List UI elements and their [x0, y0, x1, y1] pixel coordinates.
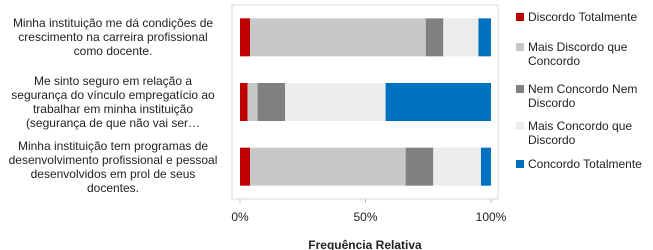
- bar-segment: [250, 147, 406, 186]
- legend-label: Mais Discordo que Concordo: [528, 40, 628, 68]
- legend-item: Nem Concordo Nem Discordo: [516, 82, 650, 110]
- legend-swatch: [516, 85, 524, 93]
- bar-segment: [443, 18, 479, 57]
- legend-swatch: [516, 43, 524, 51]
- bar-segment: [247, 83, 258, 121]
- legend-swatch: [516, 13, 524, 21]
- legend-swatch: [516, 122, 524, 130]
- bar-segment: [433, 147, 481, 186]
- x-tick-label: 50%: [353, 210, 377, 224]
- category-label: Minha instituição tem programas de desen…: [8, 138, 218, 195]
- legend-label: Mais Concordo que Discordo: [528, 119, 633, 147]
- category-label: Me sinto seguro em relação a segurança d…: [11, 74, 215, 130]
- bar-segment: [478, 18, 491, 57]
- bar-segment: [285, 83, 386, 121]
- bar-segment: [240, 83, 248, 121]
- bar-segment: [385, 83, 491, 121]
- x-tick-label: 100%: [476, 210, 507, 224]
- x-axis-title: Frequência Relativa: [308, 238, 422, 250]
- bar-segment: [240, 147, 251, 186]
- legend-swatch: [516, 160, 524, 168]
- legend-item: Mais Concordo que Discordo: [516, 119, 650, 147]
- x-tick-label: 0%: [231, 210, 249, 224]
- legend-label: Discordo Totalmente: [528, 10, 638, 24]
- legend-item: Discordo Totalmente: [516, 10, 650, 24]
- bar-segment: [250, 18, 426, 57]
- legend-item: Mais Discordo que Concordo: [516, 40, 650, 68]
- bar-segment: [240, 18, 251, 57]
- legend-label: Concordo Totalmente: [528, 157, 642, 171]
- legend-item: Concordo Totalmente: [516, 157, 650, 171]
- category-label: Minha instituição me dá condições de cre…: [12, 16, 214, 59]
- bar-segment: [480, 147, 491, 186]
- bar-segment: [405, 147, 434, 186]
- bar-segment: [257, 83, 286, 121]
- legend-label: Nem Concordo Nem Discordo: [528, 82, 638, 110]
- bar-segment: [425, 18, 444, 57]
